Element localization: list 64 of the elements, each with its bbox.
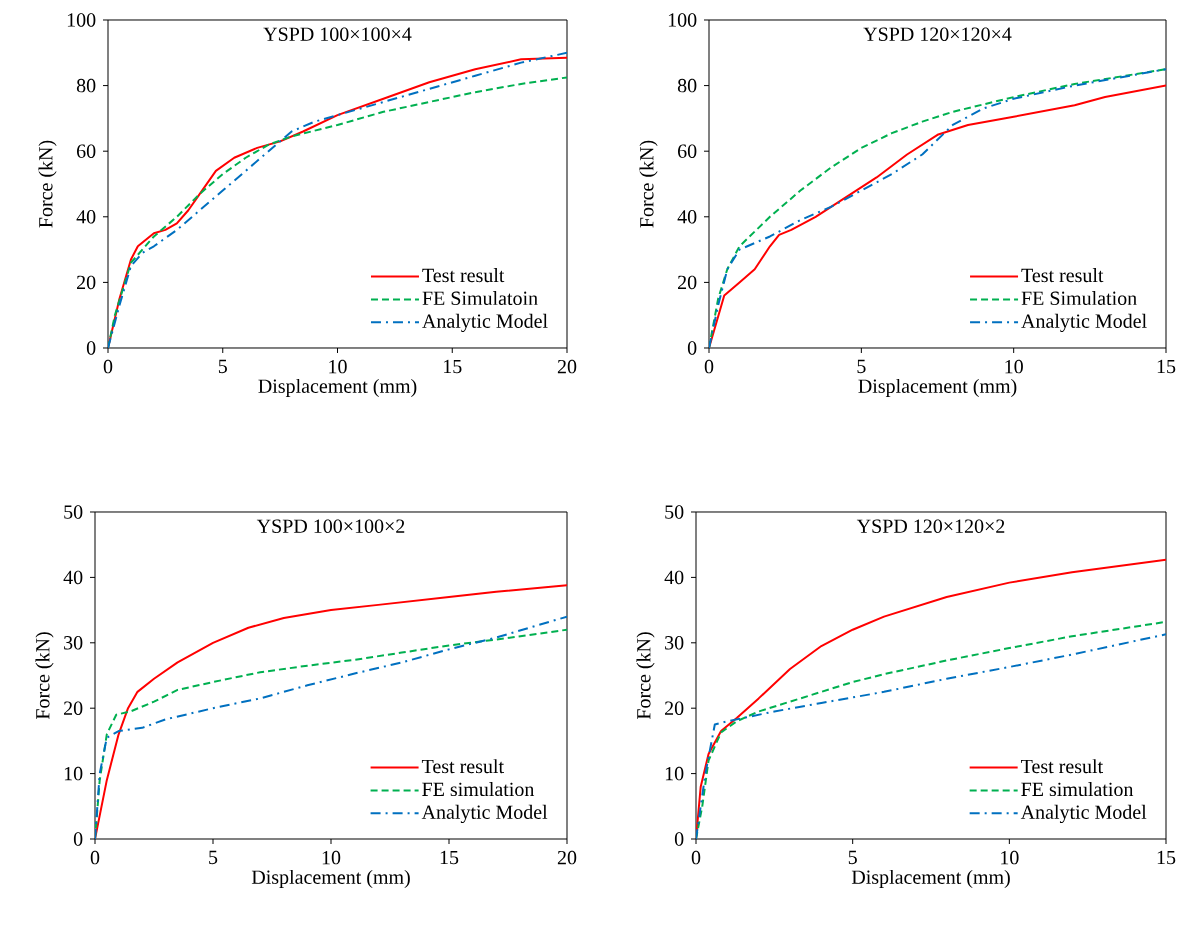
chart-title: YSPD 120×120×2 — [856, 519, 1005, 533]
y-tick-label: 30 — [64, 636, 83, 650]
y-tick-label: 0 — [73, 832, 83, 846]
legend-label: Test result — [421, 759, 504, 774]
y-tick-label: 40 — [664, 570, 684, 585]
legend-label: FE simulation — [422, 782, 535, 797]
y-tick-label: 0 — [86, 341, 96, 355]
y-tick-label: 40 — [63, 570, 83, 585]
y-axis-title: Force (kN) — [639, 140, 658, 228]
x-tick-label: 10 — [1005, 359, 1023, 374]
legend-label: FE Simulation — [1021, 290, 1137, 306]
legend-label: Analytic Model — [422, 313, 548, 332]
legend-label: FE simulation — [1021, 782, 1134, 797]
x-tick-label: 15 — [1157, 850, 1176, 865]
y-tick-label: 40 — [677, 210, 697, 224]
y-tick-label: 60 — [76, 144, 96, 158]
x-tick-label: 15 — [444, 359, 462, 374]
y-tick-label: 60 — [678, 144, 697, 158]
y-tick-label: 80 — [76, 78, 96, 93]
x-tick-label: 10 — [329, 359, 347, 374]
chart-title: YSPD 120×120×4 — [863, 27, 1012, 41]
x-tick-label: 5 — [209, 850, 218, 865]
x-axis-title: Displacement (mm) — [858, 378, 1017, 398]
x-tick-label: 5 — [848, 850, 857, 865]
x-tick-label: 0 — [103, 359, 113, 374]
y-axis-title: Force (kN) — [35, 632, 54, 720]
y-tick-label: 50 — [64, 505, 83, 519]
x-tick-label: 5 — [218, 359, 227, 374]
legend-label: Analytic Model — [1020, 804, 1147, 824]
y-axis-title: Force (kN) — [38, 140, 57, 228]
x-tick-label: 0 — [704, 359, 714, 374]
y-axis-title: Force (kN) — [636, 632, 655, 720]
x-tick-label: 15 — [1157, 359, 1176, 374]
legend-label: Test result — [422, 268, 505, 283]
x-tick-label: 15 — [440, 850, 459, 865]
legend-label: FE Simulatoin — [422, 290, 538, 306]
legend-label: Test result — [1021, 759, 1103, 774]
x-axis-title: Displacement (mm) — [251, 869, 410, 889]
x-tick-label: 10 — [322, 850, 341, 865]
x-tick-label: 20 — [557, 359, 577, 374]
y-tick-label: 20 — [64, 701, 83, 715]
y-tick-label: 20 — [665, 701, 684, 715]
x-axis-title: Displacement (mm) — [258, 378, 417, 398]
y-tick-label: 10 — [665, 766, 684, 781]
chart-title: YSPD 100×100×4 — [263, 27, 412, 41]
chart-title: YSPD 100×100×2 — [256, 519, 405, 533]
x-tick-label: 10 — [1001, 850, 1019, 865]
y-tick-label: 10 — [64, 766, 83, 781]
y-tick-label: 0 — [674, 832, 684, 846]
y-tick-label: 20 — [77, 275, 96, 290]
x-tick-label: 20 — [557, 850, 577, 865]
y-tick-label: 0 — [687, 341, 697, 355]
y-tick-label: 30 — [665, 636, 684, 650]
y-tick-label: 100 — [668, 13, 697, 27]
y-tick-label: 100 — [67, 13, 96, 27]
y-tick-label: 20 — [678, 275, 697, 290]
legend-label: Analytic Model — [1021, 313, 1147, 332]
y-tick-label: 80 — [677, 78, 697, 93]
legend-label: Test result — [1021, 268, 1104, 283]
x-tick-label: 5 — [857, 359, 866, 374]
x-axis-title: Displacement (mm) — [851, 869, 1010, 889]
legend-label: Analytic Model — [421, 804, 548, 824]
y-tick-label: 40 — [76, 210, 96, 224]
y-tick-label: 50 — [665, 505, 684, 519]
